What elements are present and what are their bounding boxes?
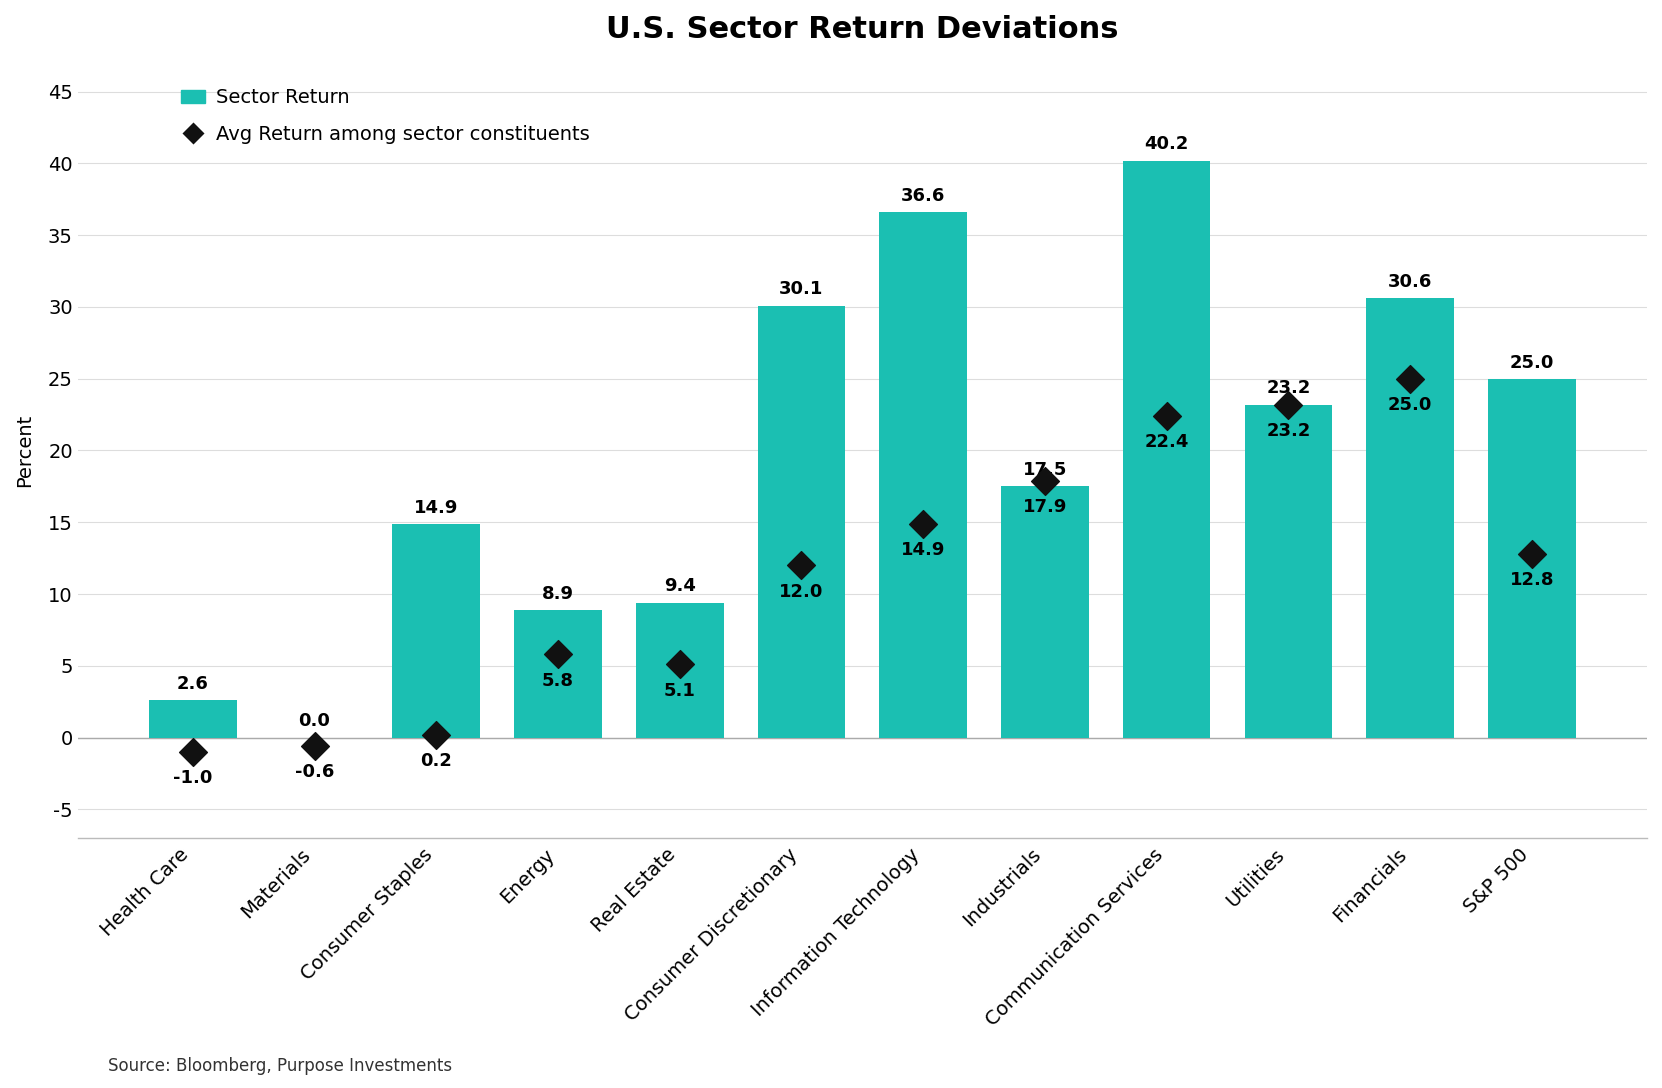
Text: 23.2: 23.2 (1266, 422, 1311, 440)
Point (422, 726, 449, 743)
Text: 23.2: 23.2 (1266, 380, 1311, 397)
Point (1153, 407, 1180, 424)
Text: 14.9: 14.9 (901, 541, 946, 559)
Bar (1245, 405, 1333, 738)
Title: U.S. Sector Return Deviations: U.S. Sector Return Deviations (607, 15, 1119, 44)
Text: 30.6: 30.6 (1388, 273, 1433, 292)
Text: 12.0: 12.0 (779, 582, 824, 601)
Bar (1001, 486, 1089, 738)
Point (909, 515, 936, 532)
Text: 12.8: 12.8 (1509, 571, 1554, 589)
Bar (879, 212, 967, 738)
Text: 22.4: 22.4 (1145, 433, 1188, 452)
Bar (1487, 379, 1576, 738)
Bar (514, 609, 602, 738)
Bar (150, 701, 236, 738)
Text: -0.6: -0.6 (294, 764, 334, 781)
Text: -1.0: -1.0 (173, 769, 213, 787)
Bar (392, 523, 480, 738)
Text: 17.5: 17.5 (1022, 461, 1067, 479)
Text: 9.4: 9.4 (663, 578, 696, 595)
Bar (637, 603, 723, 738)
Legend: Sector Return, Avg Return among sector constituents: Sector Return, Avg Return among sector c… (173, 81, 598, 151)
Point (301, 738, 327, 755)
Text: 36.6: 36.6 (901, 187, 946, 205)
Point (666, 656, 693, 673)
Text: 8.9: 8.9 (542, 584, 573, 603)
Bar (1124, 161, 1210, 738)
Point (179, 743, 206, 761)
Text: 14.9: 14.9 (414, 498, 459, 517)
Point (1275, 396, 1301, 413)
Text: 2.6: 2.6 (176, 675, 209, 693)
Text: 40.2: 40.2 (1145, 135, 1188, 153)
Point (1519, 545, 1546, 562)
Text: 5.8: 5.8 (542, 671, 573, 690)
Text: 25.0: 25.0 (1388, 396, 1433, 413)
Text: 0.0: 0.0 (299, 713, 331, 730)
Text: Source: Bloomberg, Purpose Investments: Source: Bloomberg, Purpose Investments (108, 1056, 452, 1075)
Text: 5.1: 5.1 (663, 681, 696, 700)
Point (1032, 472, 1059, 490)
Bar (1366, 298, 1454, 738)
Bar (758, 306, 846, 738)
Text: 25.0: 25.0 (1509, 354, 1554, 372)
Text: 0.2: 0.2 (420, 752, 452, 770)
Point (1396, 370, 1423, 387)
Point (788, 557, 814, 574)
Text: 17.9: 17.9 (1022, 498, 1067, 516)
Text: 30.1: 30.1 (779, 281, 824, 298)
Point (545, 645, 572, 663)
Y-axis label: Percent: Percent (15, 413, 33, 487)
